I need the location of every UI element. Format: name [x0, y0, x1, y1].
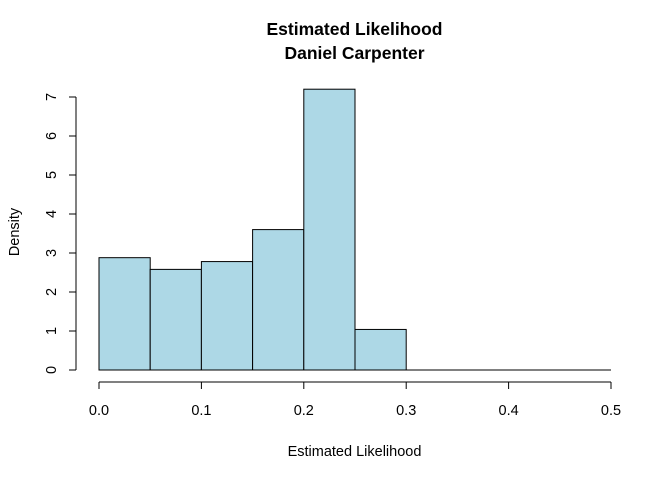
- x-axis: 0.0 0.1 0.2 0.3 0.4 0.5: [89, 381, 621, 419]
- y-tick-label: 5: [44, 171, 60, 179]
- y-tick-label: 1: [44, 327, 60, 335]
- y-tick-label: 6: [44, 132, 60, 140]
- x-tick-label: 0.0: [89, 403, 109, 419]
- histogram-bar: [354, 328, 407, 371]
- bars-layer: [98, 88, 611, 371]
- x-tick-label: 0.4: [499, 403, 519, 419]
- y-tick-label: 7: [44, 93, 60, 101]
- histogram-bar: [149, 268, 202, 371]
- x-axis-label: Estimated Likelihood: [288, 444, 422, 460]
- y-axis-label: Density: [7, 207, 23, 256]
- histogram-bar: [98, 257, 151, 371]
- x-tick-label: 0.1: [191, 403, 211, 419]
- y-tick-label: 0: [44, 366, 60, 374]
- y-tick-label: 4: [44, 210, 60, 218]
- chart-subtitle: Daniel Carpenter: [284, 43, 424, 63]
- x-tick-label: 0.2: [294, 403, 314, 419]
- chart-title: Estimated Likelihood: [267, 19, 443, 39]
- histogram-bar: [200, 261, 254, 371]
- y-tick-label: 3: [44, 249, 60, 257]
- y-tick-label: 2: [44, 288, 60, 296]
- y-axis: 0 1 2 3 4 5 6 7: [44, 93, 77, 374]
- x-tick-label: 0.5: [601, 403, 621, 419]
- histogram-bar: [303, 88, 356, 371]
- x-tick-label: 0.3: [396, 403, 416, 419]
- histogram-bar: [252, 229, 305, 371]
